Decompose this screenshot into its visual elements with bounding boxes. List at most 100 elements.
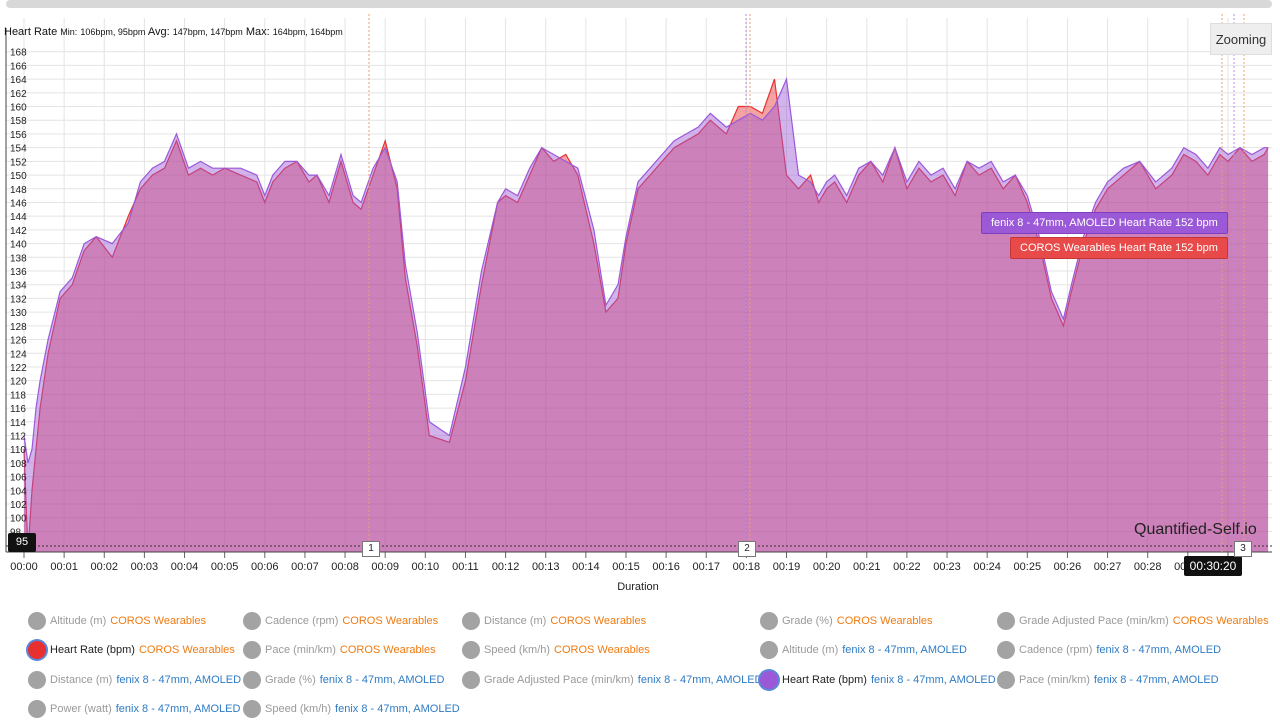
y-tick-label: 122 [10,363,27,374]
legend-device-label: COROS Wearables [339,644,436,656]
legend-toggle-icon[interactable] [462,671,480,689]
legend-item[interactable]: Pace (min/km) COROS Wearables [243,641,436,659]
legend-metric-label: Heart Rate (bpm) [50,644,135,656]
series-area-1 [24,79,1269,552]
x-tick-label: 00:23 [933,561,961,573]
y-tick-label: 100 [10,514,27,525]
legend-toggle-icon[interactable] [243,612,261,630]
legend-item[interactable]: Heart Rate (bpm) COROS Wearables [28,641,235,659]
y-tick-label: 124 [10,349,27,360]
legend-toggle-icon[interactable] [28,641,46,659]
series-line-0 [23,78,1269,553]
y-tick-label: 136 [10,267,27,278]
legend-item[interactable]: Power (watt) fenix 8 - 47mm, AMOLED [28,700,240,718]
legend-toggle-icon[interactable] [28,671,46,689]
legend-toggle-icon[interactable] [997,641,1015,659]
heart-rate-chart[interactable]: 9810010210410610811011211411611812012212… [0,0,1280,600]
y-tick-label: 150 [10,171,27,182]
legend-device-label: fenix 8 - 47mm, AMOLED [335,703,460,715]
legend-item[interactable]: Altitude (m) fenix 8 - 47mm, AMOLED [760,641,967,659]
legend-item[interactable]: Grade (%) fenix 8 - 47mm, AMOLED [243,671,444,689]
y-tick-label: 146 [10,198,27,209]
legend-toggle-icon[interactable] [997,671,1015,689]
y-tick-label: 154 [10,144,27,155]
legend-toggle-icon[interactable] [243,671,261,689]
x-tick-label: 00:03 [131,561,159,573]
y-tick-label: 168 [10,48,27,59]
y-tick-label: 140 [10,240,27,251]
legend-toggle-icon[interactable] [760,671,778,689]
x-tick-label: 00:17 [692,561,720,573]
legend-toggle-icon[interactable] [243,700,261,718]
x-tick-label: 00:07 [291,561,319,573]
lap-marker-1[interactable]: 1 [362,541,380,557]
series-area-0 [24,79,1269,552]
legend-item[interactable]: Grade Adjusted Pace (min/km) COROS Wearab… [997,612,1269,630]
legend-metric-label: Grade (%) [782,615,833,627]
stat-min-label: Min: [60,27,78,37]
x-tick-label: 00:13 [532,561,560,573]
legend-toggle-icon[interactable] [997,612,1015,630]
legend-device-label: COROS Wearables [550,615,647,627]
legend-metric-label: Pace (min/km) [1019,674,1090,686]
x-tick-label: 00:16 [652,561,680,573]
legend-item[interactable]: Distance (m) COROS Wearables [462,612,646,630]
legend-toggle-icon[interactable] [462,641,480,659]
tooltip-fenix: fenix 8 - 47mm, AMOLED Heart Rate 152 bp… [981,212,1228,234]
x-tick-label: 00:22 [893,561,921,573]
legend-item[interactable]: Speed (km/h) fenix 8 - 47mm, AMOLED [243,700,460,718]
legend-toggle-icon[interactable] [28,700,46,718]
y-tick-label: 152 [10,157,27,168]
y-tick-label: 134 [10,281,27,292]
legend-item[interactable]: Cadence (rpm) COROS Wearables [243,612,438,630]
legend-toggle-icon[interactable] [760,612,778,630]
x-tick-label: 00:14 [572,561,600,573]
horizontal-scrollbar[interactable] [6,0,1272,8]
legend-item[interactable]: Heart Rate (bpm) fenix 8 - 47mm, AMOLED [760,671,996,689]
x-tick-label: 00:00 [10,561,38,573]
watermark: Quantified-Self.io [1134,521,1257,538]
legend-metric-label: Grade Adjusted Pace (min/km) [1019,615,1169,627]
y-tick-label: 138 [10,253,27,264]
legend-item[interactable]: Cadence (rpm) fenix 8 - 47mm, AMOLED [997,641,1221,659]
x-tick-label: 00:15 [612,561,640,573]
legend-metric-label: Altitude (m) [50,615,107,627]
x-tick-label: 00:05 [211,561,239,573]
x-tick-label: 00:28 [1134,561,1162,573]
y-tick-label: 126 [10,336,27,347]
legend-device-label: fenix 8 - 47mm, AMOLED [842,644,967,656]
legend-metric-label: Heart Rate (bpm) [782,674,867,686]
x-tick-label: 00:06 [251,561,279,573]
lap-lines [6,14,1272,552]
legend-metric-label: Power (watt) [50,703,112,715]
x-tick-label: 00:20 [813,561,841,573]
legend-item[interactable]: Pace (min/km) fenix 8 - 47mm, AMOLED [997,671,1219,689]
legend-metric-label: Grade Adjusted Pace (min/km) [484,674,634,686]
legend-item[interactable]: Grade (%) COROS Wearables [760,612,933,630]
legend-item[interactable]: Speed (km/h) COROS Wearables [462,641,650,659]
series-areas [23,76,1269,553]
legend-item[interactable]: Grade Adjusted Pace (min/km) fenix 8 - 47… [462,671,763,689]
zooming-button[interactable]: Zooming [1210,23,1272,55]
legend-toggle-icon[interactable] [462,612,480,630]
legend-item[interactable]: Altitude (m) COROS Wearables [28,612,206,630]
legend-device-label: fenix 8 - 47mm, AMOLED [115,703,241,715]
stat-min-value: 106bpm, 95bpm [80,27,146,37]
legend-toggle-icon[interactable] [243,641,261,659]
y-tick-label: 106 [10,473,27,484]
y-tick-label: 158 [10,116,27,127]
x-tick-label: 00:11 [452,561,479,573]
legend-metric-label: Speed (km/h) [484,644,551,656]
legend-toggle-icon[interactable] [28,612,46,630]
lap-marker-2[interactable]: 2 [738,541,756,557]
lap-marker-3[interactable]: 3 [1234,541,1252,557]
x-cursor-value: 00:30:20 [1184,556,1242,576]
legend-item[interactable]: Distance (m) fenix 8 - 47mm, AMOLED [28,671,241,689]
x-tick-label: 00:09 [371,561,399,573]
legend-device-label: fenix 8 - 47mm, AMOLED [116,674,242,686]
y-cursor-value: 95 [8,533,36,552]
stat-avg-value: 147bpm, 147bpm [172,27,243,37]
legend-metric-label: Cadence (rpm) [1019,644,1093,656]
legend-toggle-icon[interactable] [760,641,778,659]
legend-metric-label: Altitude (m) [782,644,839,656]
